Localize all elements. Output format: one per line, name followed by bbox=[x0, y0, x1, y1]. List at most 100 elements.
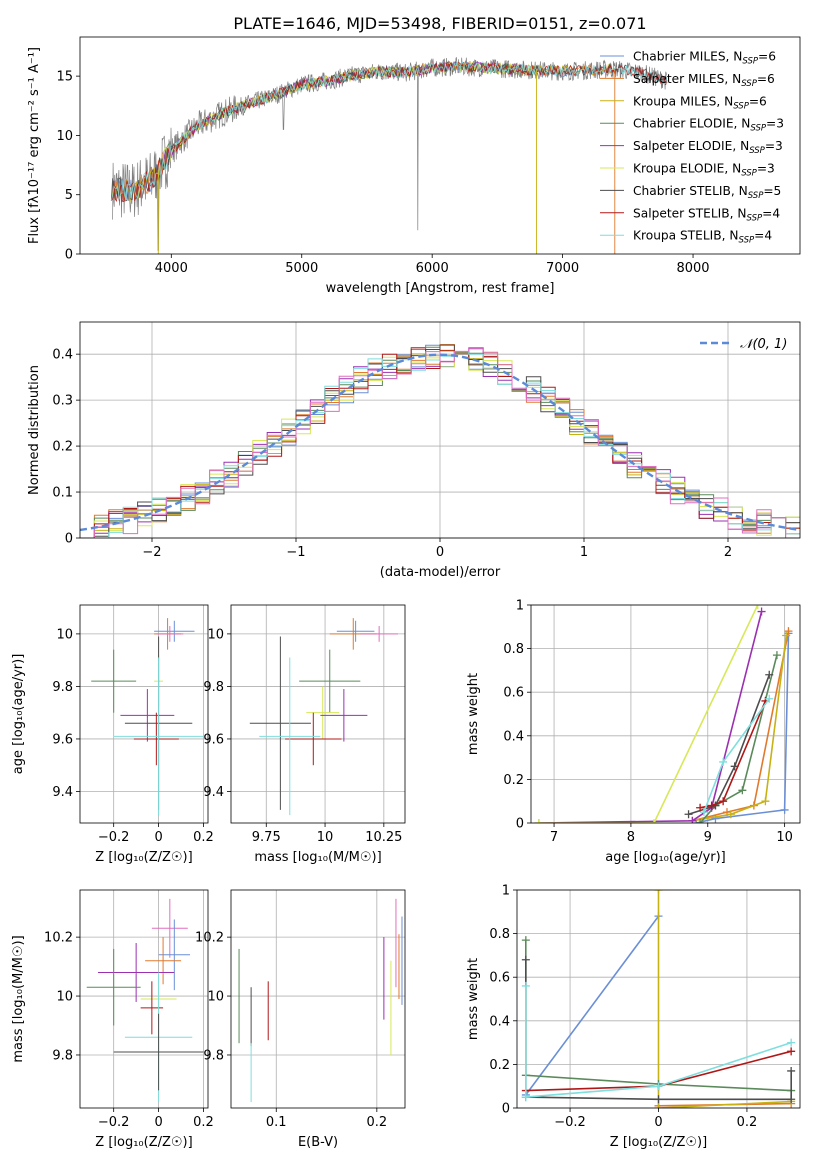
panel-z-massweight: −0.2 0 0.2 0 0.2 0.4 0.6 0.8 1 Z [log₁₀(Z/Z☉)] mas… bbox=[466, 884, 801, 1150]
y-tick-label: 0 bbox=[502, 1102, 510, 1117]
x-tick-label: 10 bbox=[317, 830, 334, 845]
x-axis-label: Z [log₁₀(Z/Z☉)] bbox=[610, 1135, 707, 1150]
x-tick-label: −0.2 bbox=[98, 1115, 130, 1130]
x-tick-label: 0 bbox=[436, 545, 444, 560]
y-tick-label: 0.6 bbox=[489, 971, 510, 986]
axes-frame bbox=[516, 889, 801, 1109]
legend-label-sub: SSP bbox=[750, 124, 766, 134]
grid bbox=[80, 605, 208, 823]
legend-label-sub: SSP bbox=[741, 169, 757, 179]
model-spectrum-line bbox=[110, 60, 668, 203]
x-tick-label: 2 bbox=[724, 545, 732, 560]
mass-weight-marker bbox=[707, 801, 716, 810]
y-tick-label: 15 bbox=[56, 70, 73, 85]
legend-label: 𝒩(0, 1) bbox=[740, 337, 787, 352]
axes-frame bbox=[79, 321, 801, 539]
mass-weight-line bbox=[699, 654, 778, 823]
y-tick-label: 9.6 bbox=[52, 732, 73, 747]
x-axis-label: mass [log₁₀(M/M☉)] bbox=[254, 850, 381, 865]
axes-frame bbox=[79, 36, 801, 255]
mass-weight-line bbox=[696, 633, 790, 823]
legend-label-main: Salpeter ELODIE, N bbox=[633, 139, 749, 153]
model-spectrum-line bbox=[157, 61, 537, 182]
panel-ebv-mass: 0.1 0.2 9.8 10 10.2 E(B-V) bbox=[195, 889, 406, 1150]
legend-label: Salpeter STELIB, NSSP=4 bbox=[633, 206, 780, 223]
y-tick-label: 10 bbox=[207, 627, 224, 642]
legend-label-main: Kroupa ELODIE, N bbox=[633, 162, 741, 176]
x-tick-label: 0.1 bbox=[266, 1115, 287, 1130]
y-tick-label: 10 bbox=[207, 990, 224, 1005]
y-tick-label: 9.8 bbox=[52, 680, 73, 695]
mass-weight-marker bbox=[654, 1104, 663, 1108]
legend-label-suffix: =6 bbox=[757, 72, 775, 86]
legend-label-main: Chabrier ELODIE, N bbox=[633, 117, 750, 131]
y-tick-label: 9.4 bbox=[52, 785, 73, 800]
x-tick-label: 8 bbox=[627, 830, 635, 845]
legend-label-sub: SSP bbox=[739, 236, 755, 246]
legend-label: Kroupa STELIB, NSSP=4 bbox=[633, 229, 772, 246]
mass-weight-marker bbox=[761, 797, 770, 806]
y-tick-label: 0.4 bbox=[52, 348, 73, 363]
y-tick-label: 0.6 bbox=[503, 686, 524, 701]
legend-label-sub: SSP bbox=[741, 79, 757, 89]
axes-frame bbox=[79, 889, 209, 1109]
y-tick-label: 0.2 bbox=[503, 773, 524, 788]
y-tick-label: 1 bbox=[502, 884, 510, 899]
legend-label-main: Chabrier STELIB, N bbox=[633, 184, 748, 198]
mass-weight-marker bbox=[787, 1066, 796, 1075]
y-axis-label: mass [log₁₀(M/M☉)] bbox=[11, 935, 26, 1062]
gaussian-curve-line bbox=[80, 353, 800, 532]
y-tick-label: 9.8 bbox=[203, 680, 224, 695]
y-tick-label: 0.2 bbox=[489, 1058, 510, 1073]
y-tick-label: 0.3 bbox=[52, 394, 73, 409]
axes-frame bbox=[79, 604, 209, 824]
y-axis-label: mass weight bbox=[466, 673, 481, 755]
y-tick-label: 0.8 bbox=[489, 927, 510, 942]
x-tick-label: −1 bbox=[286, 545, 305, 560]
axes-frame bbox=[230, 604, 406, 824]
plot-area bbox=[238, 898, 403, 1103]
residual-histogram-line bbox=[80, 344, 800, 538]
mass-weight-marker bbox=[654, 1082, 663, 1091]
y-axis-label: Flux [fλ10⁻¹⁷ erg cm⁻² s⁻¹ A⁻¹] bbox=[27, 47, 42, 244]
mass-weight-marker bbox=[757, 607, 766, 616]
x-tick-label: 0 bbox=[654, 1115, 662, 1130]
x-tick-label: 0 bbox=[154, 830, 162, 845]
y-tick-label: 10 bbox=[56, 129, 73, 144]
x-tick-label: 6000 bbox=[416, 261, 449, 276]
mass-weight-marker bbox=[711, 814, 720, 823]
plot-area bbox=[86, 898, 204, 1103]
mass-weight-marker bbox=[719, 757, 728, 766]
legend-label: Kroupa ELODIE, NSSP=3 bbox=[633, 162, 775, 179]
mass-weight-marker bbox=[726, 810, 735, 819]
legend-label-suffix: =4 bbox=[762, 206, 780, 220]
mass-weight-line bbox=[538, 611, 763, 823]
plot-area bbox=[249, 618, 398, 816]
mass-weight-marker bbox=[753, 605, 762, 609]
plot-area bbox=[521, 890, 796, 1108]
legend-label-suffix: =3 bbox=[757, 162, 775, 176]
legend-label-suffix: =3 bbox=[765, 139, 783, 153]
y-axis-label: mass weight bbox=[466, 958, 481, 1040]
mass-weight-line bbox=[657, 890, 792, 1108]
x-tick-label: −2 bbox=[142, 545, 161, 560]
x-tick-label: 7 bbox=[550, 830, 558, 845]
x-tick-label: 0.2 bbox=[193, 1115, 214, 1130]
y-tick-label: 10 bbox=[56, 627, 73, 642]
legend-label-main: Kroupa MILES, N bbox=[633, 94, 733, 108]
y-tick-label: 0 bbox=[65, 248, 73, 263]
plot-area bbox=[91, 618, 204, 816]
x-tick-label: 0 bbox=[154, 1115, 162, 1130]
y-tick-label: 10.2 bbox=[44, 931, 73, 946]
x-tick-label: 8000 bbox=[676, 261, 709, 276]
legend-label-suffix: =6 bbox=[749, 94, 767, 108]
legend-label-suffix: =3 bbox=[766, 117, 784, 131]
mass-weight-marker bbox=[696, 803, 705, 812]
y-tick-label: 0.8 bbox=[503, 642, 524, 657]
mass-weight-marker bbox=[521, 955, 530, 964]
x-tick-label: 1 bbox=[580, 545, 588, 560]
mass-weight-marker bbox=[784, 627, 793, 636]
mass-weight-marker bbox=[521, 981, 530, 990]
mass-weight-marker bbox=[772, 651, 781, 660]
